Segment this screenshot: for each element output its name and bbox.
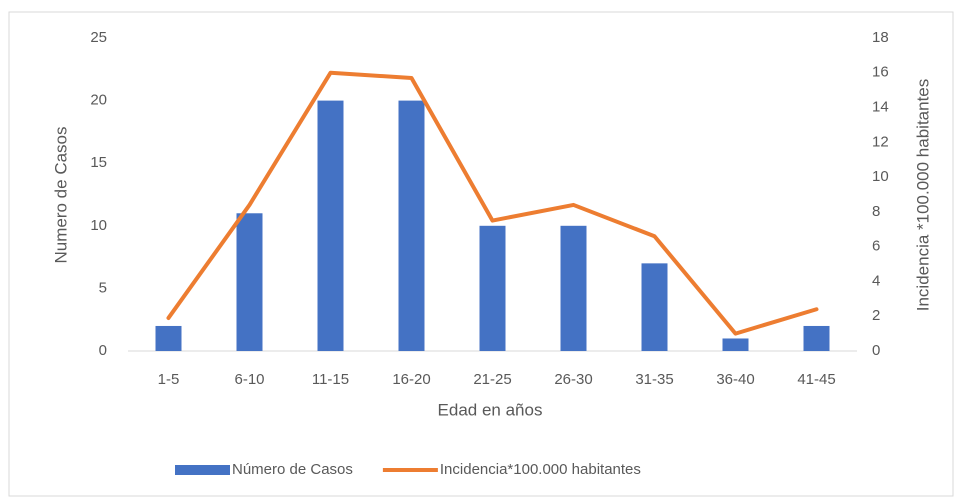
y2-axis-title: Incidencia *100.000 habitantes bbox=[913, 79, 932, 312]
y-tick-label: 5 bbox=[99, 279, 107, 296]
bar bbox=[155, 325, 182, 351]
y2-tick-label: 16 bbox=[872, 64, 889, 81]
y-tick-label: 0 bbox=[99, 342, 107, 359]
x-tick-label: 41-45 bbox=[797, 371, 835, 388]
line bbox=[166, 70, 819, 336]
x-tick-label: 21-25 bbox=[473, 371, 511, 388]
y-axis-title: Numero de Casos bbox=[51, 126, 70, 263]
y2-tick-label: 6 bbox=[872, 238, 880, 255]
bar bbox=[641, 263, 668, 351]
legend-label: Incidencia*100.000 habitantes bbox=[440, 461, 641, 478]
x-tick-label: 36-40 bbox=[716, 371, 754, 388]
y-tick-label: 10 bbox=[90, 217, 107, 234]
legend-label: Número de Casos bbox=[232, 461, 353, 478]
y-tick-label: 25 bbox=[90, 29, 107, 46]
y2-tick-label: 4 bbox=[872, 272, 880, 289]
x-tick-label: 6-10 bbox=[234, 371, 264, 388]
y2-tick-label: 18 bbox=[872, 29, 889, 46]
bar bbox=[236, 213, 263, 351]
x-tick-label: 11-15 bbox=[312, 371, 349, 388]
x-tick-label: 26-30 bbox=[554, 371, 592, 388]
x-tick-label: 16-20 bbox=[392, 371, 430, 388]
legend-swatch bbox=[175, 465, 230, 475]
y2-tick-label: 2 bbox=[872, 307, 880, 324]
y2-tick-label: 0 bbox=[872, 342, 880, 359]
bar bbox=[803, 325, 830, 351]
bar bbox=[317, 100, 344, 351]
bar bbox=[398, 100, 425, 351]
y-tick-label: 20 bbox=[90, 92, 107, 109]
y-tick-label: 15 bbox=[90, 154, 107, 171]
bar bbox=[722, 338, 749, 351]
x-tick-label: 1-5 bbox=[158, 371, 180, 388]
bar bbox=[560, 225, 587, 351]
y2-tick-label: 12 bbox=[872, 133, 889, 150]
bar bbox=[479, 225, 506, 351]
x-axis-title: Edad en años bbox=[438, 400, 543, 419]
y2-tick-label: 10 bbox=[872, 168, 889, 185]
y2-tick-label: 8 bbox=[872, 203, 880, 220]
x-tick-label: 31-35 bbox=[635, 371, 673, 388]
y2-tick-label: 14 bbox=[872, 99, 889, 116]
